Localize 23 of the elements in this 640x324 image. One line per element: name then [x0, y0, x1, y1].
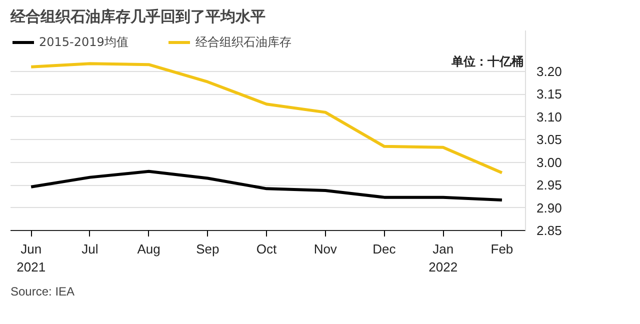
y-tick-label: 3.15 — [536, 86, 562, 102]
x-tick-label: Oct — [256, 242, 278, 256]
x-tick-label: Sep — [196, 242, 220, 256]
y-tick-label: 2.95 — [536, 178, 562, 193]
chart-title: 经合组织石油库存几乎回到了平均水平 — [10, 8, 266, 26]
y-tick-label: 3.20 — [536, 64, 562, 79]
x-tick-label: Dec — [372, 242, 396, 256]
source-note: Source: IEA — [10, 284, 75, 298]
x-tick-label: Feb — [490, 242, 514, 256]
x-tick-label: Jul — [82, 242, 98, 256]
y-tick-label: 2.85 — [536, 223, 562, 238]
legend-label: 2015-2019均值 — [39, 34, 128, 50]
x-tick-label: Nov — [314, 242, 338, 256]
line-series — [30, 170, 504, 202]
y-tick-label: 3.00 — [536, 154, 562, 170]
annotation: 单位：十亿桶 — [450, 54, 524, 68]
y-tick-label: 2.90 — [536, 200, 562, 216]
legend-label: 经合组织石油库存 — [195, 34, 292, 50]
x-tick-label: Aug — [137, 242, 160, 256]
x-tick-label: Jan 2022 — [428, 242, 458, 274]
y-tick-label: 3.05 — [536, 132, 562, 148]
y-tick-label: 3.10 — [536, 109, 562, 124]
x-tick-label: Jun 2021 — [16, 242, 46, 274]
